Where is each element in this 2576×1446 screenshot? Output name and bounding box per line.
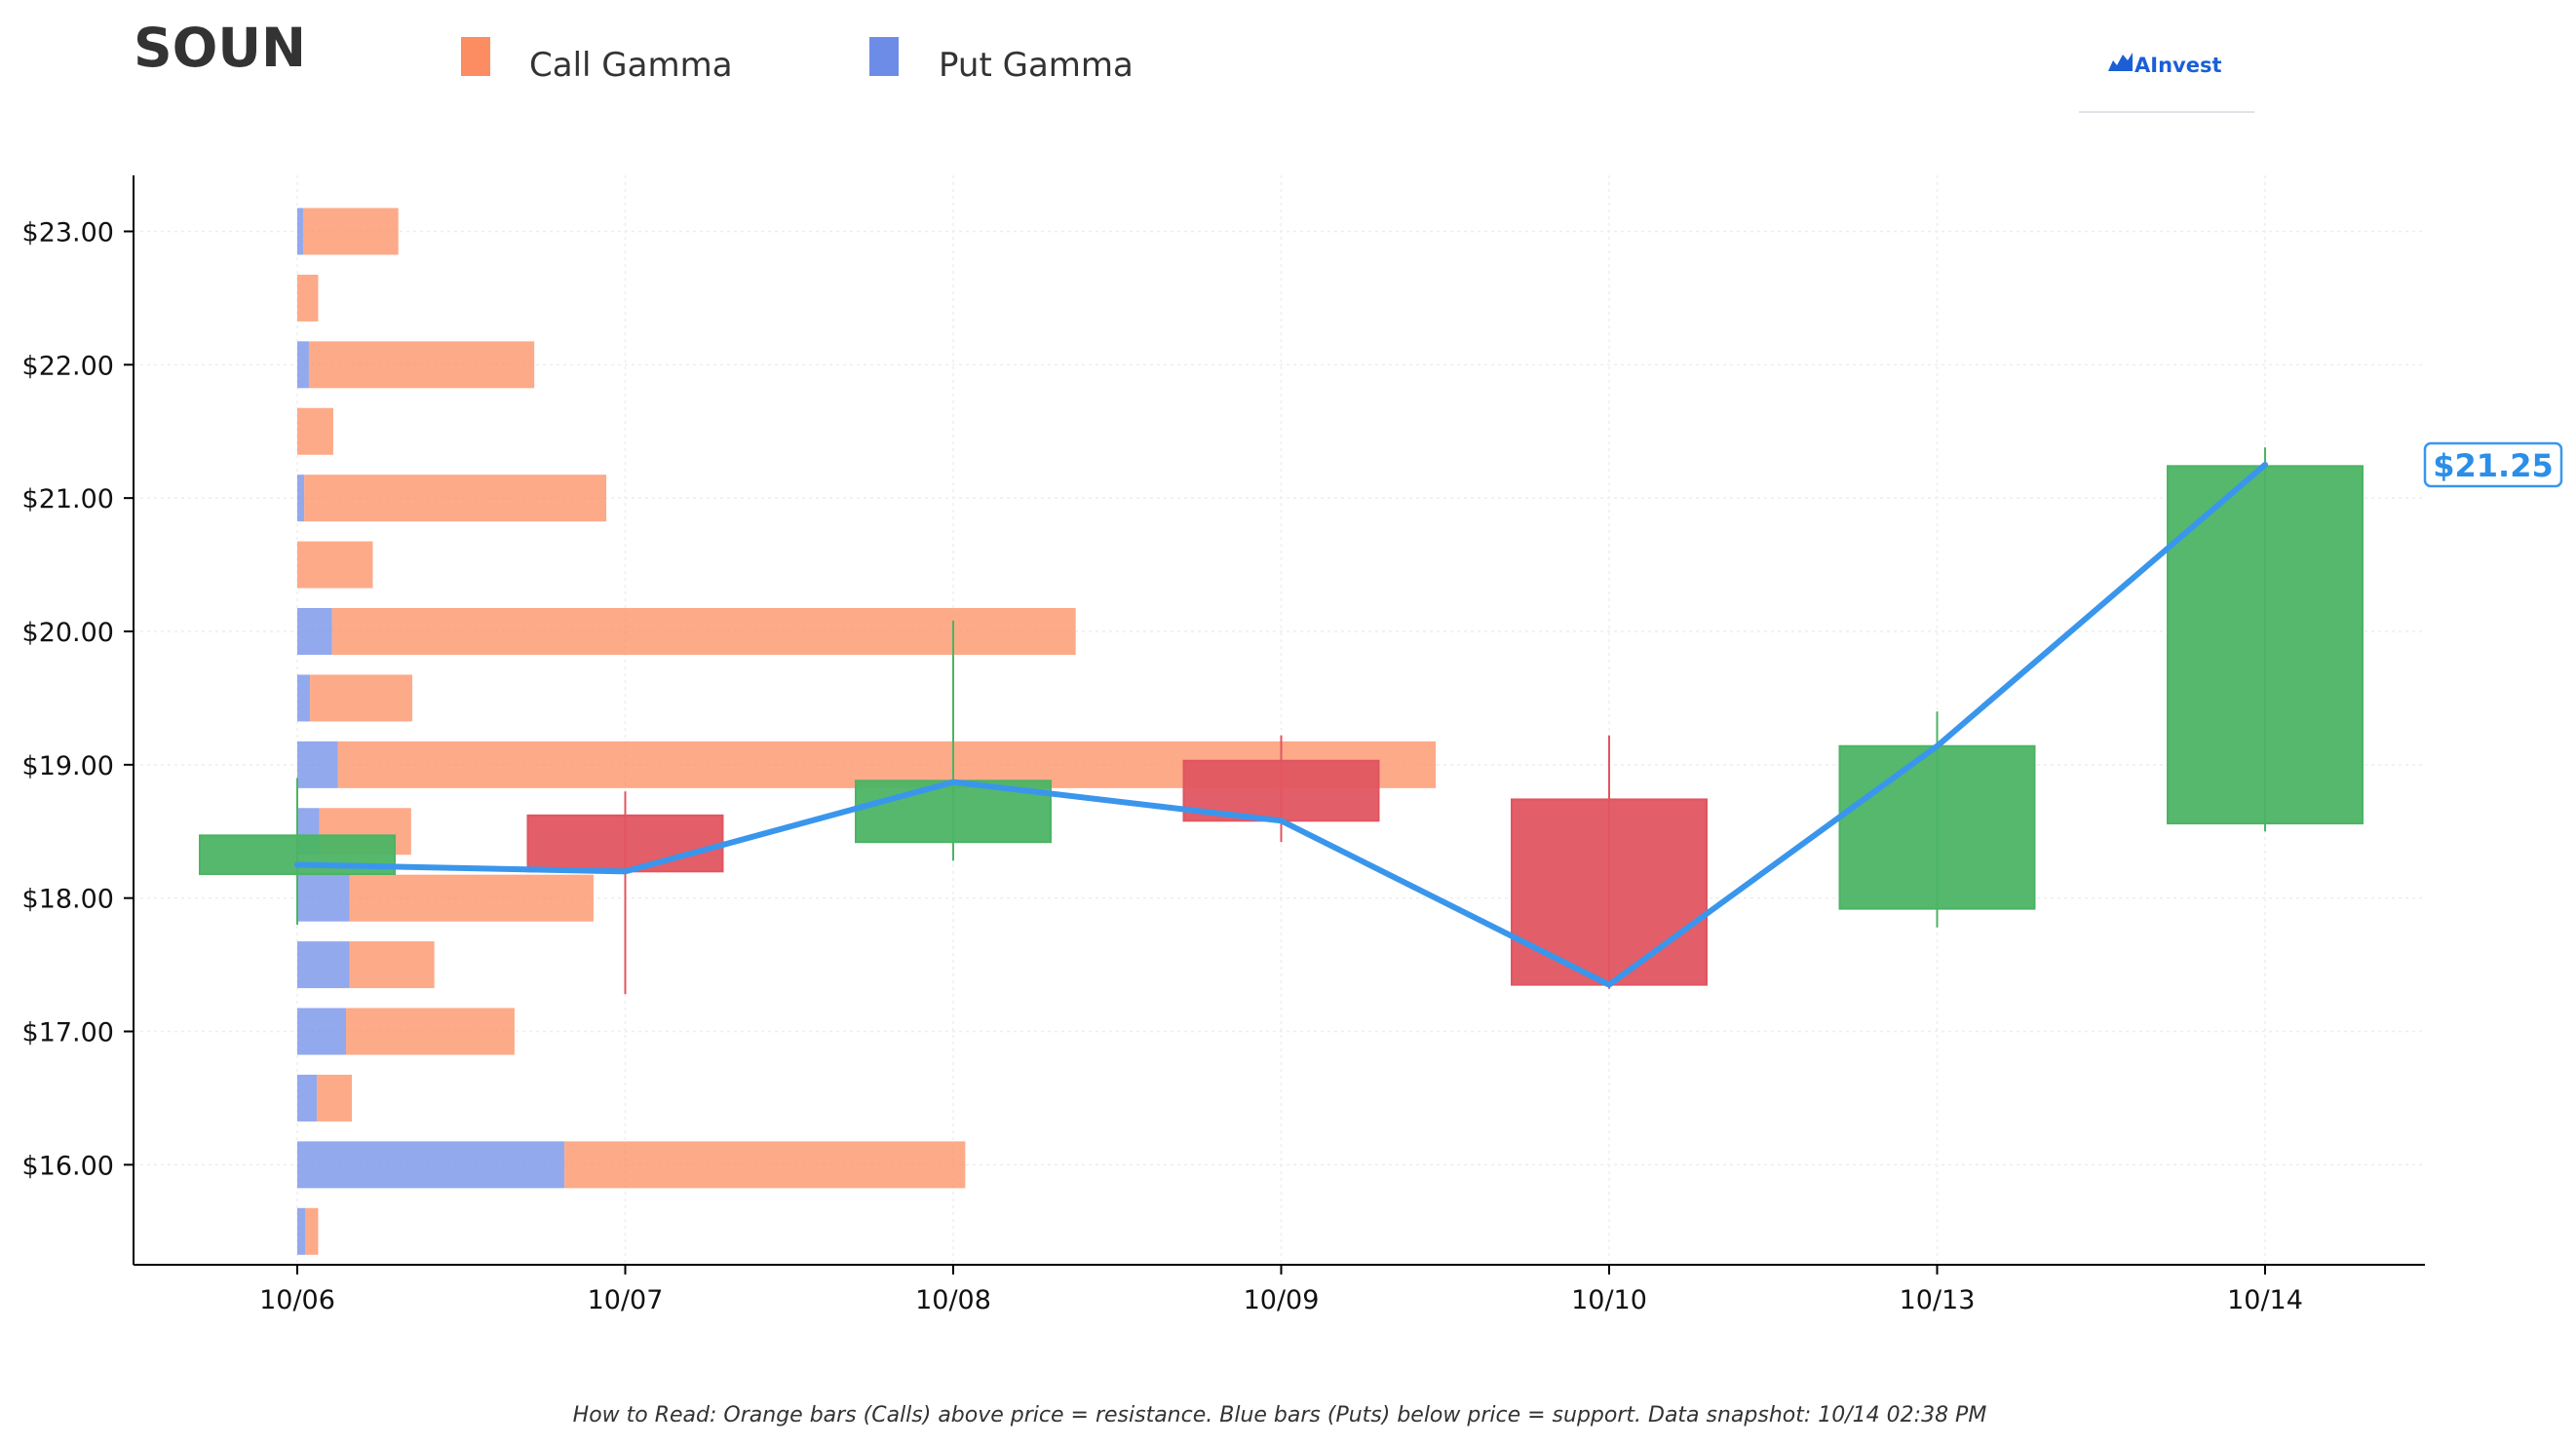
- call-gamma-bar: [346, 1008, 515, 1055]
- call-gamma-bar: [331, 608, 1076, 655]
- x-tick-label: 10/08: [915, 1285, 991, 1315]
- legend-swatch-call: [461, 37, 490, 76]
- x-tick-label: 10/09: [1244, 1285, 1320, 1315]
- y-tick-label: $20.00: [22, 618, 114, 648]
- call-gamma-bar: [310, 674, 413, 722]
- put-gamma-bar: [297, 208, 303, 255]
- ticker-title: SOUN: [134, 17, 306, 79]
- chart-header: SOUN Call Gamma Put Gamma AInvest: [134, 17, 2254, 113]
- gamma-bars: [297, 208, 1437, 1255]
- put-gamma-bar: [297, 608, 332, 655]
- y-tick-label: $22.00: [22, 351, 114, 381]
- put-gamma-bar: [297, 1074, 318, 1122]
- put-gamma-bar: [297, 1008, 347, 1055]
- ainvest-logo: AInvest: [2079, 53, 2254, 113]
- y-tick-label: $21.00: [22, 484, 114, 514]
- call-gamma-bar: [302, 208, 399, 255]
- grid-lines: [134, 175, 2425, 1265]
- price-line-group: [294, 461, 2268, 988]
- legend-swatch-put: [869, 37, 899, 76]
- logo-chart-icon: [2108, 53, 2133, 71]
- y-tick-label: $17.00: [22, 1018, 114, 1048]
- put-gamma-bar: [297, 674, 311, 722]
- call-gamma-bar: [564, 1141, 966, 1189]
- call-gamma-bar: [304, 475, 607, 522]
- call-gamma-bar: [308, 341, 535, 389]
- y-tick-label: $23.00: [22, 217, 114, 247]
- call-gamma-bar: [349, 874, 594, 922]
- current-price-label: $21.25: [2423, 441, 2563, 488]
- put-gamma-bar: [297, 475, 305, 522]
- axes: $16.00 $17.00 $18.00 $19.00 $20.00 $21.00 $22.…: [22, 175, 2425, 1315]
- y-tick-label: $18.00: [22, 885, 114, 915]
- logo-text: AInvest: [2134, 54, 2222, 77]
- candle-body: [1511, 798, 1708, 986]
- x-tick-label: 10/14: [2227, 1285, 2303, 1315]
- legend-label-put: Put Gamma: [939, 46, 1134, 85]
- current-price-box: [2423, 441, 2563, 488]
- current-price-text: $21.25: [2433, 447, 2553, 484]
- call-gamma-bar: [297, 274, 319, 322]
- legend-label-call: Call Gamma: [529, 46, 733, 85]
- put-gamma-bar: [297, 741, 338, 788]
- call-gamma-bar: [317, 1074, 353, 1122]
- x-tick-label: 10/06: [259, 1285, 335, 1315]
- candle-body: [2167, 465, 2364, 825]
- call-gamma-bar: [297, 407, 333, 455]
- put-gamma-bar: [297, 1141, 565, 1189]
- x-tick-label: 10/10: [1571, 1285, 1647, 1315]
- put-gamma-bar: [297, 874, 350, 922]
- price-line: [294, 461, 2268, 988]
- x-tick-label: 10/13: [1900, 1285, 1976, 1315]
- candle-body: [1838, 744, 2036, 910]
- call-gamma-bar: [305, 1207, 319, 1255]
- call-gamma-bar: [297, 541, 373, 589]
- candle-body: [526, 814, 724, 873]
- y-tick-label: $19.00: [22, 751, 114, 781]
- x-tick-label: 10/07: [588, 1285, 664, 1315]
- put-gamma-bar: [297, 341, 309, 389]
- call-gamma-bar: [349, 941, 435, 989]
- put-gamma-bar: [297, 941, 350, 989]
- footnote: How to Read: Orange bars (Calls) above p…: [573, 1403, 1987, 1427]
- y-tick-label: $16.00: [22, 1151, 114, 1181]
- put-gamma-bar: [297, 1207, 306, 1255]
